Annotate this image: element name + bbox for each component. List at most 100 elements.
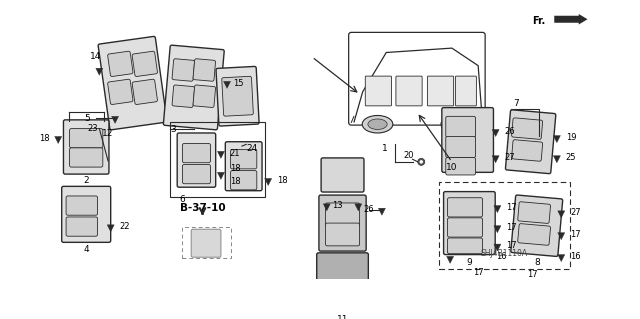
Text: 17: 17 [527,270,538,279]
Text: SHJ4B1110A: SHJ4B1110A [481,249,528,258]
Text: 16: 16 [495,252,506,261]
FancyBboxPatch shape [321,158,364,192]
FancyBboxPatch shape [447,198,483,217]
FancyBboxPatch shape [518,224,550,245]
Text: 14: 14 [90,52,102,61]
Polygon shape [265,178,271,185]
Bar [170,122,265,197]
Polygon shape [111,116,118,123]
FancyBboxPatch shape [222,76,253,116]
Polygon shape [355,204,362,211]
Text: 5: 5 [84,114,90,122]
Text: 17: 17 [506,223,516,232]
Text: 25: 25 [566,153,576,162]
Text: 9: 9 [467,258,472,267]
Text: 17: 17 [570,230,580,239]
Polygon shape [492,130,499,137]
Text: 21: 21 [230,149,240,158]
FancyArrow shape [554,14,588,25]
Text: 3: 3 [170,125,176,134]
Polygon shape [107,225,114,232]
Polygon shape [557,211,564,218]
Polygon shape [323,204,330,211]
Circle shape [418,158,425,165]
FancyBboxPatch shape [182,165,211,184]
FancyBboxPatch shape [61,186,111,242]
FancyBboxPatch shape [70,129,103,148]
Text: 17: 17 [506,241,516,250]
Polygon shape [554,156,561,163]
Text: 10: 10 [446,163,458,173]
FancyBboxPatch shape [428,76,454,106]
FancyBboxPatch shape [66,217,97,236]
FancyBboxPatch shape [132,79,157,105]
FancyBboxPatch shape [326,203,360,226]
FancyBboxPatch shape [177,133,216,187]
FancyBboxPatch shape [63,120,109,174]
Text: Fr.: Fr. [532,16,545,26]
Text: 27: 27 [504,153,515,162]
FancyBboxPatch shape [447,238,483,254]
FancyBboxPatch shape [225,142,262,191]
Text: B-37-10: B-37-10 [180,203,225,213]
FancyBboxPatch shape [230,150,257,169]
FancyBboxPatch shape [172,85,195,108]
FancyBboxPatch shape [518,202,550,223]
Ellipse shape [362,115,393,133]
FancyBboxPatch shape [442,108,493,172]
Text: 2: 2 [83,176,89,185]
FancyBboxPatch shape [446,137,476,158]
Text: 4: 4 [83,245,89,254]
FancyBboxPatch shape [446,116,476,137]
Text: 18: 18 [230,164,240,173]
Text: 12: 12 [102,129,114,138]
FancyBboxPatch shape [446,158,476,175]
Text: 18: 18 [39,134,49,143]
Polygon shape [494,205,501,212]
Text: 17: 17 [506,203,516,212]
Polygon shape [494,244,501,251]
FancyBboxPatch shape [230,171,257,190]
Text: 26: 26 [364,205,374,214]
Text: 22: 22 [120,222,130,231]
FancyBboxPatch shape [319,195,366,251]
Bar [439,182,570,270]
Text: 18: 18 [230,177,240,186]
FancyBboxPatch shape [172,59,195,81]
FancyBboxPatch shape [193,59,216,81]
FancyBboxPatch shape [444,192,495,255]
Polygon shape [218,172,225,179]
Polygon shape [557,233,564,240]
Polygon shape [557,255,564,262]
Polygon shape [447,256,454,263]
Ellipse shape [368,119,387,130]
Text: 19: 19 [566,133,576,142]
FancyBboxPatch shape [511,118,543,139]
Text: 6: 6 [180,195,186,204]
FancyBboxPatch shape [193,85,216,108]
Text: 24: 24 [246,144,257,153]
FancyBboxPatch shape [108,51,133,77]
FancyBboxPatch shape [456,76,476,106]
FancyBboxPatch shape [182,144,211,163]
Text: 20: 20 [403,151,413,160]
Text: 27: 27 [570,208,580,217]
FancyBboxPatch shape [216,66,259,126]
Ellipse shape [441,115,472,133]
FancyBboxPatch shape [506,110,556,174]
Bar [182,227,230,258]
Text: 1: 1 [382,144,388,153]
Circle shape [420,160,423,164]
Polygon shape [494,226,501,233]
FancyBboxPatch shape [447,218,483,237]
FancyBboxPatch shape [66,196,97,215]
FancyBboxPatch shape [98,36,167,130]
Polygon shape [554,136,561,143]
FancyBboxPatch shape [511,195,563,256]
Text: 8: 8 [534,258,540,267]
FancyBboxPatch shape [365,76,392,106]
FancyBboxPatch shape [163,45,224,130]
Text: 13: 13 [332,201,342,210]
FancyBboxPatch shape [396,76,422,106]
Text: 23: 23 [87,124,98,133]
